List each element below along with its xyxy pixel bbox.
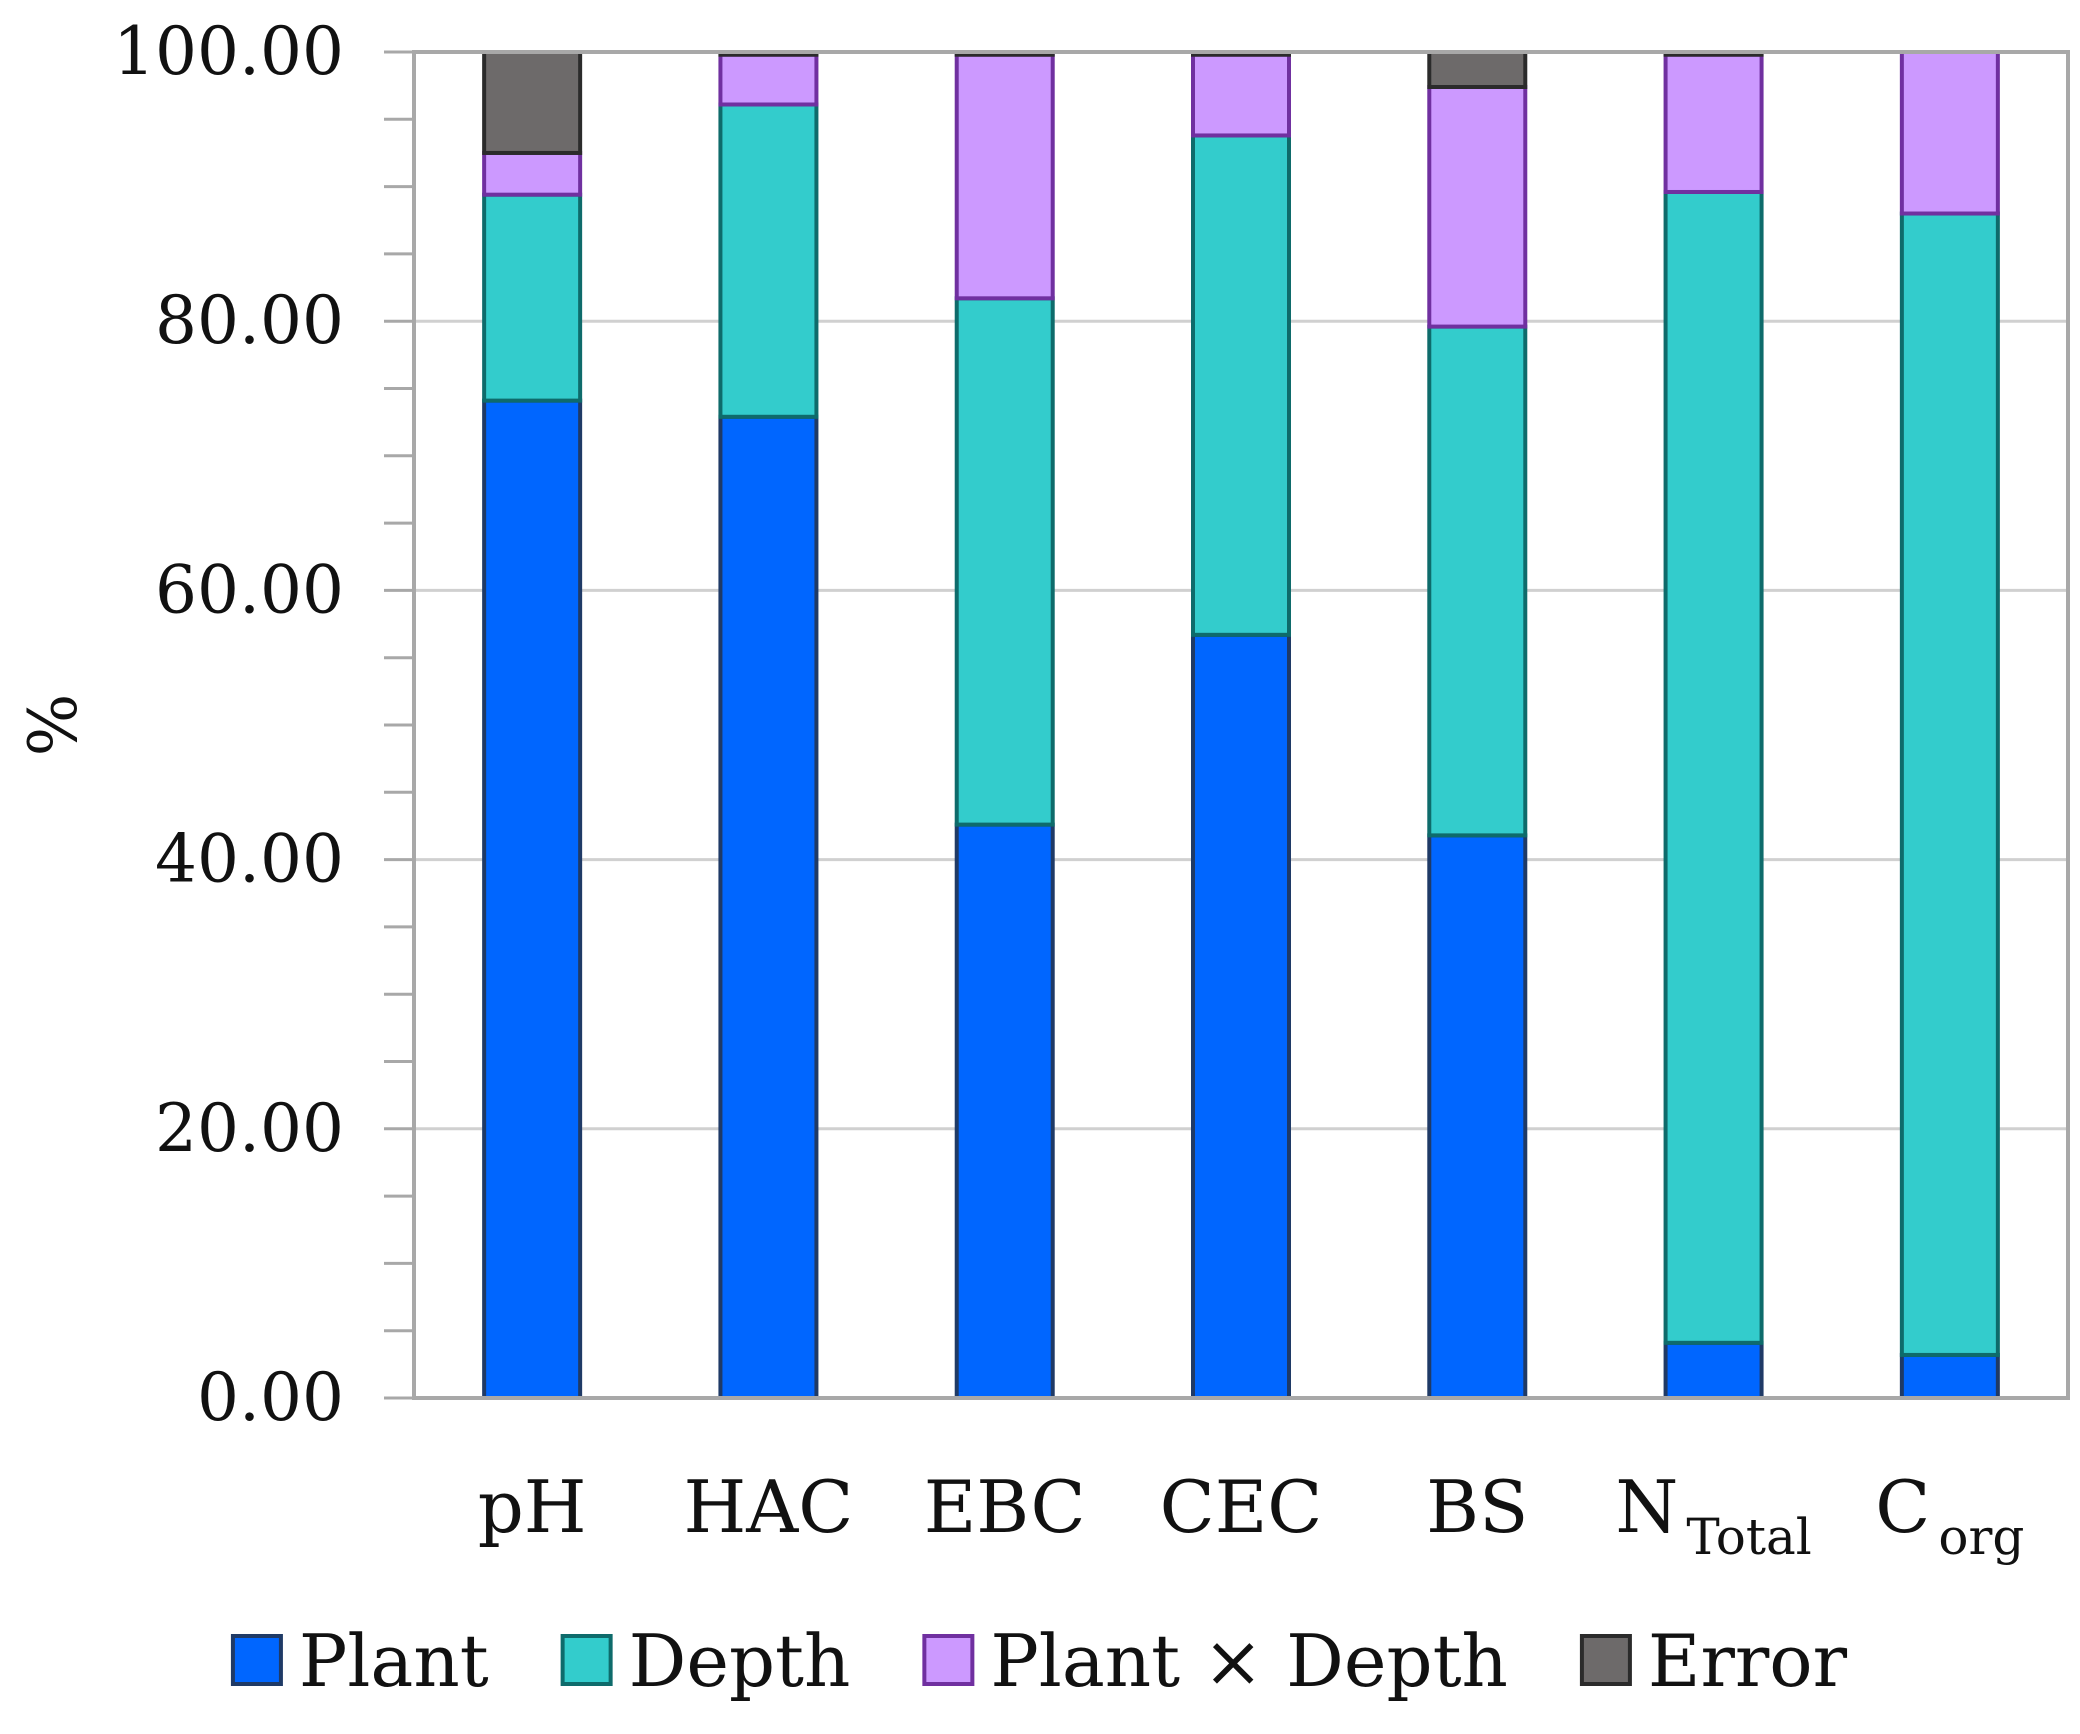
bar-segment-plant-depth bbox=[1663, 52, 1764, 194]
bar-segment-plant bbox=[1899, 1352, 2000, 1400]
x-tick-label-main: pH bbox=[478, 1465, 587, 1549]
bar-segment-depth bbox=[954, 296, 1055, 827]
legend-label: Plant × Depth bbox=[990, 1619, 1508, 1703]
legend-swatch bbox=[1579, 1634, 1632, 1686]
legend-label: Error bbox=[1648, 1619, 1848, 1703]
bar-segment-error bbox=[1427, 50, 1528, 89]
legend-label: Depth bbox=[629, 1619, 851, 1703]
legend-label: Plant bbox=[299, 1619, 489, 1703]
bar-segment-error bbox=[482, 50, 583, 155]
legend-item: Plant × Depth bbox=[922, 1619, 1508, 1703]
bar-segment-plant bbox=[718, 414, 819, 1400]
bar-segment-plant-depth bbox=[1191, 52, 1291, 138]
bar-segment-depth bbox=[1427, 324, 1528, 838]
bars-layer bbox=[482, 50, 2000, 1400]
legend-swatch bbox=[560, 1634, 613, 1686]
x-tick-label-subscript: org bbox=[1938, 1508, 2024, 1566]
x-tick-label: EBC bbox=[924, 1465, 1086, 1549]
axes-layer bbox=[384, 50, 2070, 1400]
bar-segment-depth bbox=[718, 102, 819, 419]
legend-item: Error bbox=[1579, 1619, 1848, 1703]
plot-frame bbox=[412, 50, 2070, 1400]
legend-swatch bbox=[230, 1634, 283, 1686]
x-tick-label-main: CEC bbox=[1160, 1465, 1323, 1549]
x-tick-label: HAC bbox=[683, 1465, 853, 1549]
y-tick-label: 40.00 bbox=[155, 821, 344, 898]
bar-segment-plant-depth bbox=[482, 150, 583, 197]
y-tick-label: 20.00 bbox=[155, 1090, 344, 1167]
y-tick-label: 100.00 bbox=[113, 13, 344, 90]
y-tick-label: 60.00 bbox=[155, 551, 344, 628]
bar-segment-depth bbox=[482, 192, 583, 403]
legend: Plant Depth Plant × Depth Error bbox=[230, 1619, 1848, 1703]
x-tick-label-main: EBC bbox=[924, 1465, 1086, 1549]
x-tick-label: BS bbox=[1426, 1465, 1528, 1549]
x-tick-label-main: HAC bbox=[683, 1465, 853, 1549]
bar-segment-plant-depth bbox=[1899, 50, 2000, 216]
bar-segment-plant-depth bbox=[1427, 84, 1528, 329]
x-tick-label-main: BS bbox=[1426, 1465, 1528, 1549]
legend-swatch bbox=[922, 1634, 975, 1686]
bar-segment-plant-depth bbox=[718, 52, 819, 107]
bar-segment-depth bbox=[1191, 133, 1291, 637]
x-tick-label: pH bbox=[478, 1465, 587, 1549]
bar-segment-plant bbox=[1663, 1340, 1764, 1400]
y-axis-title: % bbox=[15, 694, 92, 757]
bar-segment-depth bbox=[1663, 189, 1764, 1345]
bar-segment-plant bbox=[482, 398, 583, 1400]
bar-segment-plant bbox=[954, 822, 1055, 1400]
y-tick-label: 80.00 bbox=[155, 282, 344, 359]
x-tick-label: N Total bbox=[1615, 1465, 1811, 1566]
legend-item: Depth bbox=[560, 1619, 851, 1703]
x-tick-label-main: C bbox=[1875, 1465, 1930, 1549]
bar-segment-depth bbox=[1899, 211, 2000, 1357]
x-tick-label-subscript: Total bbox=[1686, 1508, 1811, 1566]
x-tick-label: CEC bbox=[1160, 1465, 1323, 1549]
labels-layer: 0.00 20.00 40.00 60.00 80.00 100.00 pH HAC EBC CE… bbox=[15, 13, 2024, 1566]
y-tick-label: 0.00 bbox=[197, 1359, 344, 1436]
bar-segment-plant bbox=[1191, 632, 1291, 1400]
bar-segment-plant-depth bbox=[954, 52, 1055, 301]
legend-item: Plant bbox=[230, 1619, 489, 1703]
x-tick-label-main: N bbox=[1615, 1465, 1678, 1549]
bar-segment-plant bbox=[1427, 833, 1528, 1400]
